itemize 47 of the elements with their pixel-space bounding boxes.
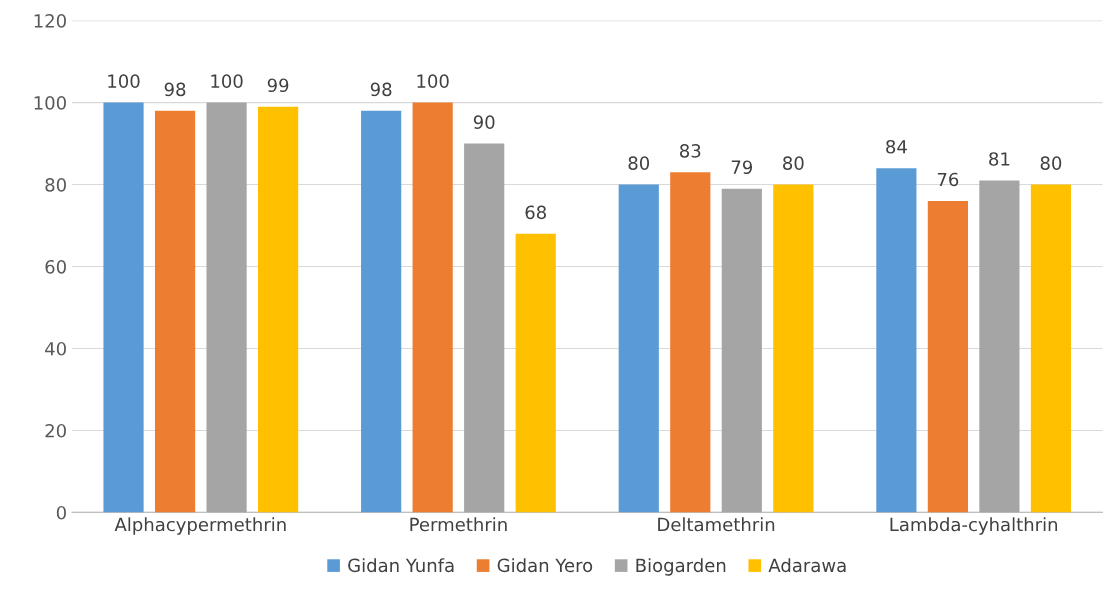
bar <box>154 110 196 513</box>
bar <box>258 106 299 513</box>
y-tick-label: 60 <box>45 259 66 274</box>
data-label: 100 <box>417 74 449 88</box>
bar <box>361 110 402 513</box>
legend-label: Biogarden <box>636 558 726 576</box>
data-label: 100 <box>211 74 243 88</box>
data-label: 83 <box>680 143 701 158</box>
legend-label: Adarawa <box>768 558 846 573</box>
y-tick-label: 100 <box>34 96 66 110</box>
data-label: 80 <box>628 156 650 170</box>
bar <box>979 180 1020 513</box>
y-tick-label: 0 <box>56 505 66 520</box>
bar <box>1030 184 1072 513</box>
y-tick-label: 20 <box>45 423 66 438</box>
data-label: 98 <box>370 82 392 97</box>
legend-label: Gidan Yunfa <box>348 558 454 573</box>
y-tick-label: 120 <box>34 14 66 28</box>
data-label: 98 <box>164 82 186 97</box>
x-tick-label: Deltamethrin <box>658 517 775 532</box>
bar <box>103 102 144 513</box>
data-label: 99 <box>267 78 289 93</box>
bar <box>927 200 968 513</box>
bar <box>773 184 814 513</box>
x-tick-label: Permethrin <box>410 517 507 532</box>
bar <box>206 102 247 513</box>
data-label: 81 <box>989 152 1010 166</box>
bar <box>721 188 762 513</box>
bar <box>464 143 505 513</box>
bar <box>670 172 711 513</box>
y-tick-label: 40 <box>45 341 66 356</box>
data-label: 100 <box>108 74 140 88</box>
bar <box>515 233 556 513</box>
bar <box>618 184 659 513</box>
x-tick-label: Alphacypermethrin <box>114 517 286 535</box>
y-tick-label: 80 <box>45 178 66 192</box>
data-label: 80 <box>783 156 804 170</box>
data-label: 90 <box>473 115 495 129</box>
data-label: 76 <box>937 172 959 187</box>
bar <box>876 168 917 513</box>
data-label: 79 <box>731 160 753 175</box>
data-label: 80 <box>1040 156 1062 170</box>
data-label: 84 <box>886 139 907 154</box>
bar <box>412 102 453 513</box>
x-tick-label: Lambda-cyhalthrin <box>890 517 1057 535</box>
legend-label: Gidan Yero <box>497 558 593 573</box>
data-label: 68 <box>525 205 546 220</box>
